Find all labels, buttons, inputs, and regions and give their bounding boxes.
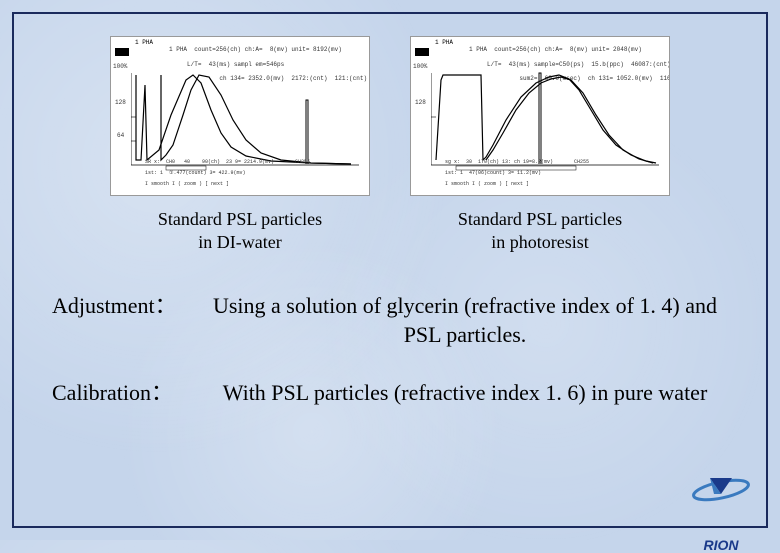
charts-row: 1 PHA 1 PHA count=256(ch) ch:A= 8(mv) un…: [42, 36, 738, 196]
pha-tag: 1 PHA: [433, 39, 455, 46]
chart-footer: sg x: 30 170(ch) 13: ch 19=8.2(mv) CH255…: [415, 155, 589, 194]
definition-row: Adjustment： Using a solution of glycerin…: [52, 291, 728, 350]
footer-line: 1st: 1 47(06)count) 3= 11.2(mv): [445, 170, 541, 176]
footer-line: I smooth I ( zoom ) [ next ]: [145, 181, 229, 187]
header-line: 1 PHA count=256(ch) ch:A= 8(mv) unit= 20…: [469, 46, 642, 53]
caption-line: Standard PSL particles: [158, 209, 322, 229]
pha-marker: [415, 48, 429, 56]
footer-line: 1st: 1 ①.477(count) 3= 422.9(mv): [145, 170, 246, 176]
logo-icon: [686, 472, 756, 502]
chart-caption: Standard PSL particles in photoresist: [410, 208, 670, 255]
captions-row: Standard PSL particles in DI-water Stand…: [42, 196, 738, 255]
chart-footer: SR x: CH0 40 90(ch) 23 9= 2214.9(mv) CH2…: [115, 155, 310, 194]
y-label-top: 100%: [413, 63, 427, 70]
y-label-q: 64: [117, 132, 124, 139]
definitions-block: Adjustment： Using a solution of glycerin…: [42, 291, 738, 408]
rion-logo: RION: [686, 472, 756, 520]
footer-line: I smooth I ( zoom ) [ next ]: [445, 181, 529, 187]
definition-row: Calibration： With PSL particles (refract…: [52, 378, 728, 408]
definition-text: Using a solution of glycerin (refractive…: [202, 291, 728, 350]
footer-line: SR x: CH0 40 90(ch) 23 9= 2214.9(mv) CH2…: [145, 159, 310, 165]
pha-marker: [115, 48, 129, 56]
definition-text: With PSL particles (refractive index 1. …: [202, 378, 728, 408]
caption-left: Standard PSL particles in DI-water: [110, 196, 370, 255]
definition-label: Calibration：: [52, 378, 202, 408]
caption-line: in photoresist: [491, 232, 589, 252]
y-label-top: 100%: [113, 63, 127, 70]
caption-line: Standard PSL particles: [458, 209, 622, 229]
chart-left: 1 PHA 1 PHA count=256(ch) ch:A= 8(mv) un…: [110, 36, 370, 196]
chart-caption: Standard PSL particles in DI-water: [110, 208, 370, 255]
pha-tag: 1 PHA: [133, 39, 155, 46]
chart-column-right: 1 PHA 1 PHA count=256(ch) ch:A= 8(mv) un…: [410, 36, 670, 196]
chart-right: 1 PHA 1 PHA count=256(ch) ch:A= 8(mv) un…: [410, 36, 670, 196]
slide-frame: 1 PHA 1 PHA count=256(ch) ch:A= 8(mv) un…: [12, 12, 768, 528]
logo-text: RION: [686, 537, 756, 553]
caption-right: Standard PSL particles in photoresist: [410, 196, 670, 255]
header-line: 1 PHA count=256(ch) ch:A= 8(mv) unit= 81…: [169, 46, 342, 53]
footer-line: sg x: 30 170(ch) 13: ch 19=8.2(mv) CH255: [445, 159, 589, 165]
caption-line: in DI-water: [198, 232, 281, 252]
y-label-mid: 128: [415, 99, 426, 106]
chart-column-left: 1 PHA 1 PHA count=256(ch) ch:A= 8(mv) un…: [110, 36, 370, 196]
definition-label: Adjustment：: [52, 291, 202, 350]
y-label-mid: 128: [115, 99, 126, 106]
